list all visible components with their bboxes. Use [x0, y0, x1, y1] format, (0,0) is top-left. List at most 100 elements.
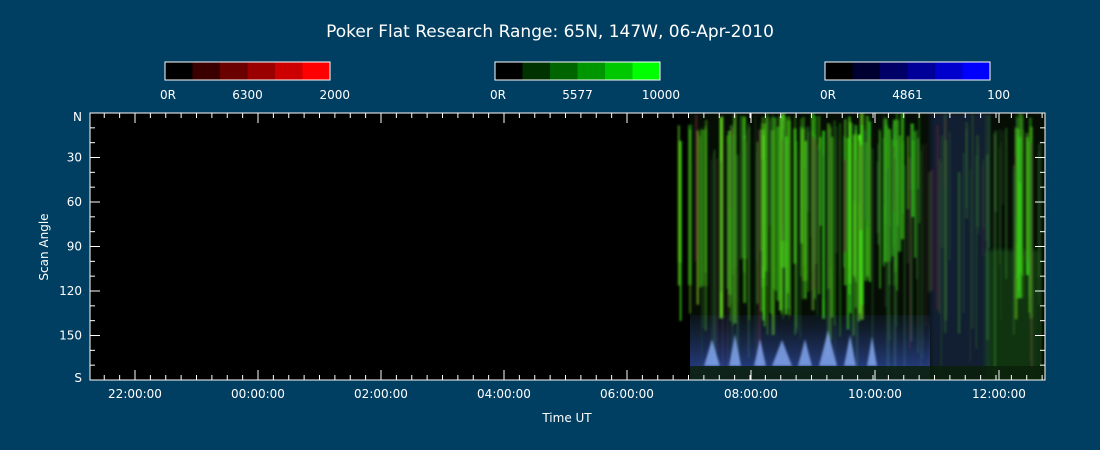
aurora-streak — [801, 117, 805, 299]
aurora-faint-streak — [930, 169, 934, 291]
y-tick-label: 60 — [67, 195, 82, 209]
aurora-streak — [778, 115, 783, 311]
x-tick-label: 22:00:00 — [108, 387, 162, 401]
aurora-faint-streak — [884, 118, 887, 308]
aurora-faint-streak — [803, 167, 806, 267]
aurora-faint-streak — [886, 169, 890, 377]
aurora-faint-streak — [727, 144, 729, 380]
aurora-streak — [804, 141, 807, 281]
aurora-streak — [811, 131, 813, 291]
aurora-faint-streak — [712, 153, 715, 356]
aurora-streak — [868, 136, 871, 280]
aurora-faint-streak — [869, 158, 872, 278]
colorbar-group: 0R 6300 2000 0R 5577 10000 0R 4861 100 — [160, 61, 1010, 102]
aurora-faint-streak — [866, 129, 869, 227]
aurora-streak — [914, 131, 917, 258]
aurora-faint-streak — [1005, 127, 1008, 280]
aurora-faint-streak — [940, 135, 944, 248]
y-tick-label: 150 — [59, 329, 82, 343]
colorbar-max-label: 2000 — [319, 88, 350, 102]
aurora-faint-streak — [814, 139, 817, 290]
aurora-faint-streak — [892, 124, 894, 196]
colorbar-max-label: 10000 — [642, 88, 680, 102]
aurora-faint-streak — [836, 126, 838, 253]
aurora-faint-streak — [965, 128, 968, 208]
colorbar-frame — [824, 61, 991, 81]
colorbar-wavelength-label: 4861 — [892, 88, 923, 102]
aurora-faint-streak — [818, 149, 821, 228]
aurora-streak — [770, 131, 773, 315]
aurora-streak — [733, 114, 737, 324]
x-tick-label: 12:00:00 — [972, 387, 1026, 401]
aurora-faint-streak — [716, 159, 718, 353]
aurora-faint-streak — [920, 150, 922, 378]
aurora-faint-streak — [731, 139, 733, 304]
aurora-faint-streak — [828, 133, 831, 259]
aurora-faint-streak — [843, 159, 847, 253]
aurora-faint-streak — [851, 123, 854, 355]
colorbar-segment — [495, 62, 523, 80]
aurora-streak — [831, 136, 833, 318]
aurora-faint-streak — [839, 140, 841, 278]
aurora-streak — [679, 140, 682, 321]
aurora-faint-streak — [701, 126, 703, 369]
aurora-faint-streak — [871, 148, 874, 363]
colorbar-min-label: 0R — [160, 88, 176, 102]
aurora-blue-peak — [844, 334, 856, 366]
colorbar-segment — [522, 62, 551, 80]
colorbar-segment — [605, 62, 633, 80]
aurora-faint-streak — [993, 133, 997, 380]
colorbar-segment — [220, 62, 248, 80]
aurora-faint-streak — [1031, 139, 1033, 380]
aurora-streak — [793, 128, 797, 264]
aurora-faint-streak — [903, 165, 906, 380]
aurora-faint-streak — [1000, 141, 1002, 320]
aurora-faint-streak — [1030, 154, 1033, 255]
colorbar-segment — [165, 62, 193, 80]
aurora-streak — [900, 113, 905, 240]
colorbar-segment — [577, 62, 606, 80]
aurora-bottom-strip — [690, 366, 1045, 380]
aurora-faint-streak — [981, 167, 984, 257]
y-tick-label: 90 — [67, 240, 82, 254]
aurora-faint-streak — [795, 151, 798, 333]
colorbar-segment — [935, 62, 963, 80]
aurora-faint-streak — [702, 145, 704, 328]
aurora-faint-streak — [721, 114, 724, 372]
aurora-faint-streak — [736, 154, 739, 380]
aurora-faint-streak — [855, 159, 859, 380]
colorbar-segment — [550, 62, 578, 80]
aurora-blue-peak — [704, 339, 720, 366]
colorbar-6300: 0R 6300 2000 — [160, 61, 350, 102]
aurora-faint-streak — [1037, 151, 1040, 306]
colorbar-frame — [164, 61, 331, 81]
aurora-faint-streak — [771, 113, 774, 300]
aurora-faint-streak — [860, 145, 863, 231]
aurora-faint-streak — [986, 154, 989, 340]
colorbar-segment — [632, 62, 661, 80]
aurora-faint-streak — [984, 115, 987, 241]
aurora-blue-peak — [867, 336, 877, 366]
y-axis: N 30 60 90 120 150 S — [59, 110, 1045, 385]
aurora-faint-streak — [944, 140, 948, 321]
colorbar-min-label: 0R — [820, 88, 836, 102]
aurora-faint-streak — [760, 159, 764, 267]
aurora-streak — [902, 141, 905, 214]
colorbar-min-label: 0R — [490, 88, 506, 102]
aurora-faint-streak — [975, 155, 978, 349]
aurora-streak — [704, 126, 707, 273]
aurora-streak — [800, 129, 803, 244]
aurora-faint-streak — [917, 136, 919, 354]
chart-title: Poker Flat Research Range: 65N, 147W, 06… — [326, 22, 774, 42]
aurora-faint-streak — [719, 161, 722, 292]
aurora-faint-streak — [987, 114, 990, 248]
aurora-faint-streak — [940, 162, 942, 380]
aurora-faint-streak — [921, 144, 924, 359]
aurora-faint-streak — [925, 143, 927, 327]
aurora-streak — [861, 128, 864, 274]
aurora-faint-streak — [765, 115, 768, 286]
aurora-faint-streak — [781, 140, 783, 241]
aurora-faint-streak — [948, 131, 951, 261]
aurora-blue-peaks — [704, 330, 877, 366]
aurora-streak — [696, 130, 699, 305]
